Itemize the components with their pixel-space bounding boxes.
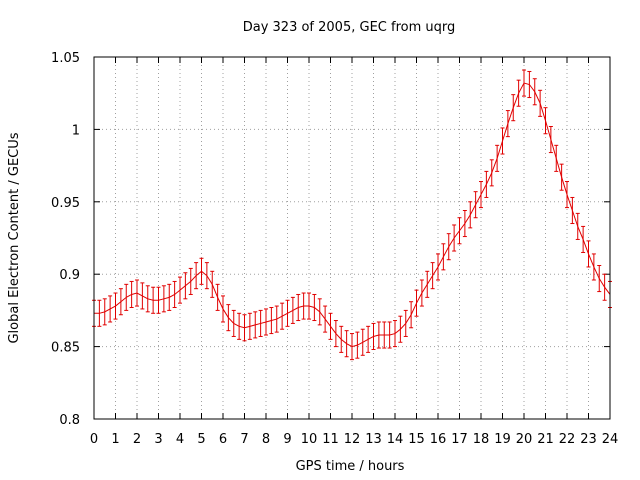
x-tick-label: 17: [451, 432, 468, 447]
x-tick-label: 3: [154, 432, 162, 447]
x-tick-label: 5: [197, 432, 205, 447]
x-tick-label: 15: [408, 432, 425, 447]
x-tick-label: 9: [283, 432, 291, 447]
x-tick-label: 11: [322, 432, 339, 447]
x-tick-label: 16: [430, 432, 447, 447]
x-tick-label: 23: [580, 432, 597, 447]
x-axis-label: GPS time / hours: [296, 459, 405, 474]
y-tick-label: 0.9: [59, 268, 80, 283]
plot-frame: [93, 56, 611, 420]
x-tick-label: 6: [219, 432, 227, 447]
x-tick-label: 20: [516, 432, 533, 447]
x-tick-label: 0: [90, 432, 98, 447]
x-tick-label: 7: [240, 432, 248, 447]
x-tick-label: 13: [365, 432, 382, 447]
chart-title: Day 323 of 2005, GEC from uqrg: [243, 20, 456, 35]
x-tick-label: 4: [176, 432, 184, 447]
x-tick-label: 8: [262, 432, 270, 447]
y-tick-label: 0.85: [51, 341, 80, 356]
x-tick-label: 19: [494, 432, 511, 447]
x-tick-label: 18: [473, 432, 490, 447]
x-tick-label: 21: [537, 432, 554, 447]
y-tick-label: 0.8: [59, 413, 80, 428]
y-tick-label: 0.95: [51, 196, 80, 211]
x-tick-label: 10: [301, 432, 318, 447]
axis-ticks: [93, 56, 611, 420]
x-tick-label: 24: [602, 432, 619, 447]
y-axis-label: Global Electron Content / GECUs: [7, 132, 22, 343]
y-tick-labels: 0.8 0.85 0.9 0.95 1 1.05: [51, 51, 80, 428]
x-tick-label: 14: [387, 432, 404, 447]
x-tick-label: 2: [133, 432, 141, 447]
x-tick-labels: 0 1 2 3 4 5 6 7 8 9 10 11 12 13 14 15 16 17 18 19 20 21 22 23 24: [90, 432, 618, 447]
y-tick-label: 1.05: [51, 51, 80, 66]
x-tick-label: 12: [344, 432, 361, 447]
x-tick-label: 1: [111, 432, 119, 447]
x-tick-label: 22: [559, 432, 576, 447]
y-tick-label: 1: [72, 123, 80, 138]
gec-series-line: [94, 82, 611, 348]
grid-lines: [94, 57, 610, 419]
